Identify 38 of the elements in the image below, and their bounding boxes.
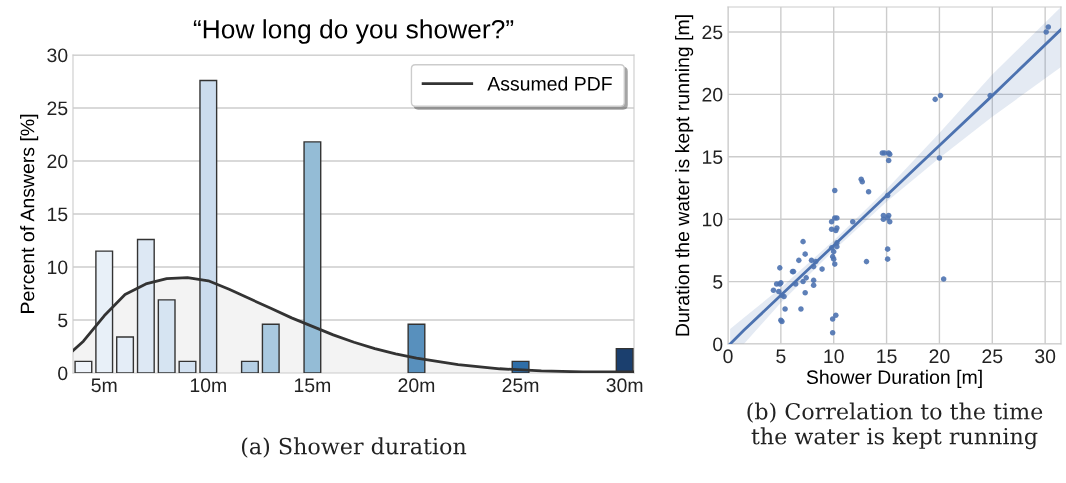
x-tick-label: 10 (824, 349, 844, 364)
x-tick-label: 20 (929, 349, 950, 364)
y-tick-label: 25 (702, 25, 723, 40)
y-tick-label: 25 (47, 101, 68, 116)
bar (178, 360, 197, 373)
y-tick-label: 20 (47, 154, 68, 169)
y-tick-label: 20 (702, 87, 723, 102)
y-tick-label: 5 (58, 313, 68, 328)
y-tick-label: 5 (713, 275, 723, 289)
y-tick-label: 10 (48, 260, 68, 275)
bar (157, 299, 176, 373)
x-tick-label: 25m (502, 378, 539, 393)
x-axis-title: Shower Duration [m] (806, 369, 982, 388)
y-axis-title: Percent of Answers [%] (20, 114, 39, 313)
y-tick-label: 15 (48, 207, 68, 222)
text: (a) Shower duration (241, 437, 467, 458)
x-tick-label: 0 (723, 349, 733, 364)
y-tick-label: 15 (703, 150, 723, 165)
y-tick-label: 30 (47, 48, 68, 63)
bar (240, 360, 259, 373)
chart-title: “How long do you shower?” (193, 19, 514, 44)
y-tick-label: 0 (58, 366, 68, 381)
x-tick-label: 10m (190, 378, 226, 393)
bar (116, 336, 135, 373)
bar (261, 323, 280, 373)
y-tick-label: 0 (713, 337, 723, 352)
x-tick-label: 30m (606, 378, 643, 393)
x-tick-label: 5 (776, 349, 786, 364)
x-tick-label: 20m (398, 378, 435, 393)
y-tick-label: 10 (703, 212, 723, 227)
text: (b) Correlation to the time the water is kept running (747, 402, 1043, 450)
x-tick-label: 15 (877, 349, 897, 364)
x-tick-label: 15m (294, 378, 331, 393)
x-tick-label: 5m (91, 378, 117, 393)
x-tick-label: 30 (1035, 349, 1056, 364)
x-tick-label: 25 (982, 349, 1003, 364)
y-axis-title: Duration the water is kept running [m] (675, 15, 694, 336)
legend-label: Assumed PDF (487, 76, 612, 91)
